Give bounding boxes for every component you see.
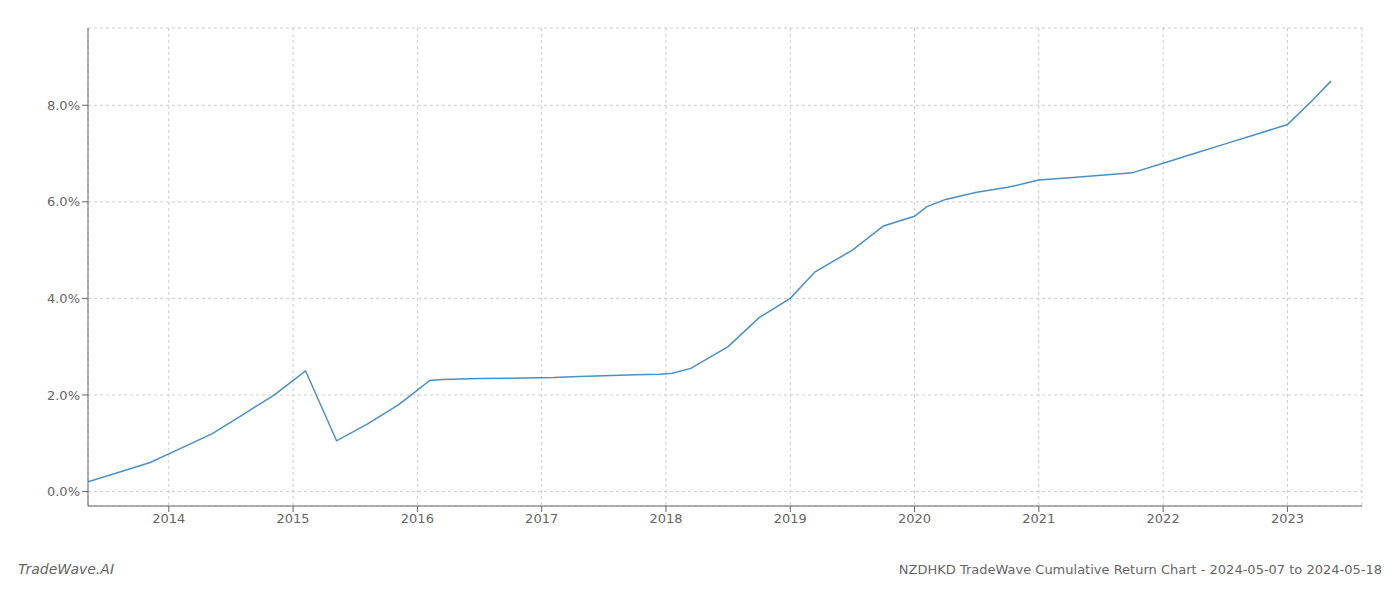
svg-text:2020: 2020 <box>898 511 931 526</box>
svg-text:4.0%: 4.0% <box>47 291 80 306</box>
svg-text:2.0%: 2.0% <box>47 388 80 403</box>
svg-text:6.0%: 6.0% <box>47 194 80 209</box>
svg-text:2022: 2022 <box>1147 511 1180 526</box>
svg-text:2016: 2016 <box>401 511 434 526</box>
svg-text:2018: 2018 <box>649 511 682 526</box>
svg-text:2014: 2014 <box>152 511 185 526</box>
svg-text:2019: 2019 <box>774 511 807 526</box>
svg-text:2021: 2021 <box>1022 511 1055 526</box>
svg-text:2023: 2023 <box>1271 511 1304 526</box>
svg-text:2017: 2017 <box>525 511 558 526</box>
svg-text:0.0%: 0.0% <box>47 484 80 499</box>
html-text:NZDHKD TradeWave Cumulative Re: NZDHKD TradeWave Cumulative Return Chart… <box>898 561 1382 577</box>
svg-text:8.0%: 8.0% <box>47 98 80 113</box>
svg-text:2015: 2015 <box>277 511 310 526</box>
html-text:TradeWave.AI: TradeWave.AI <box>18 561 114 577</box>
